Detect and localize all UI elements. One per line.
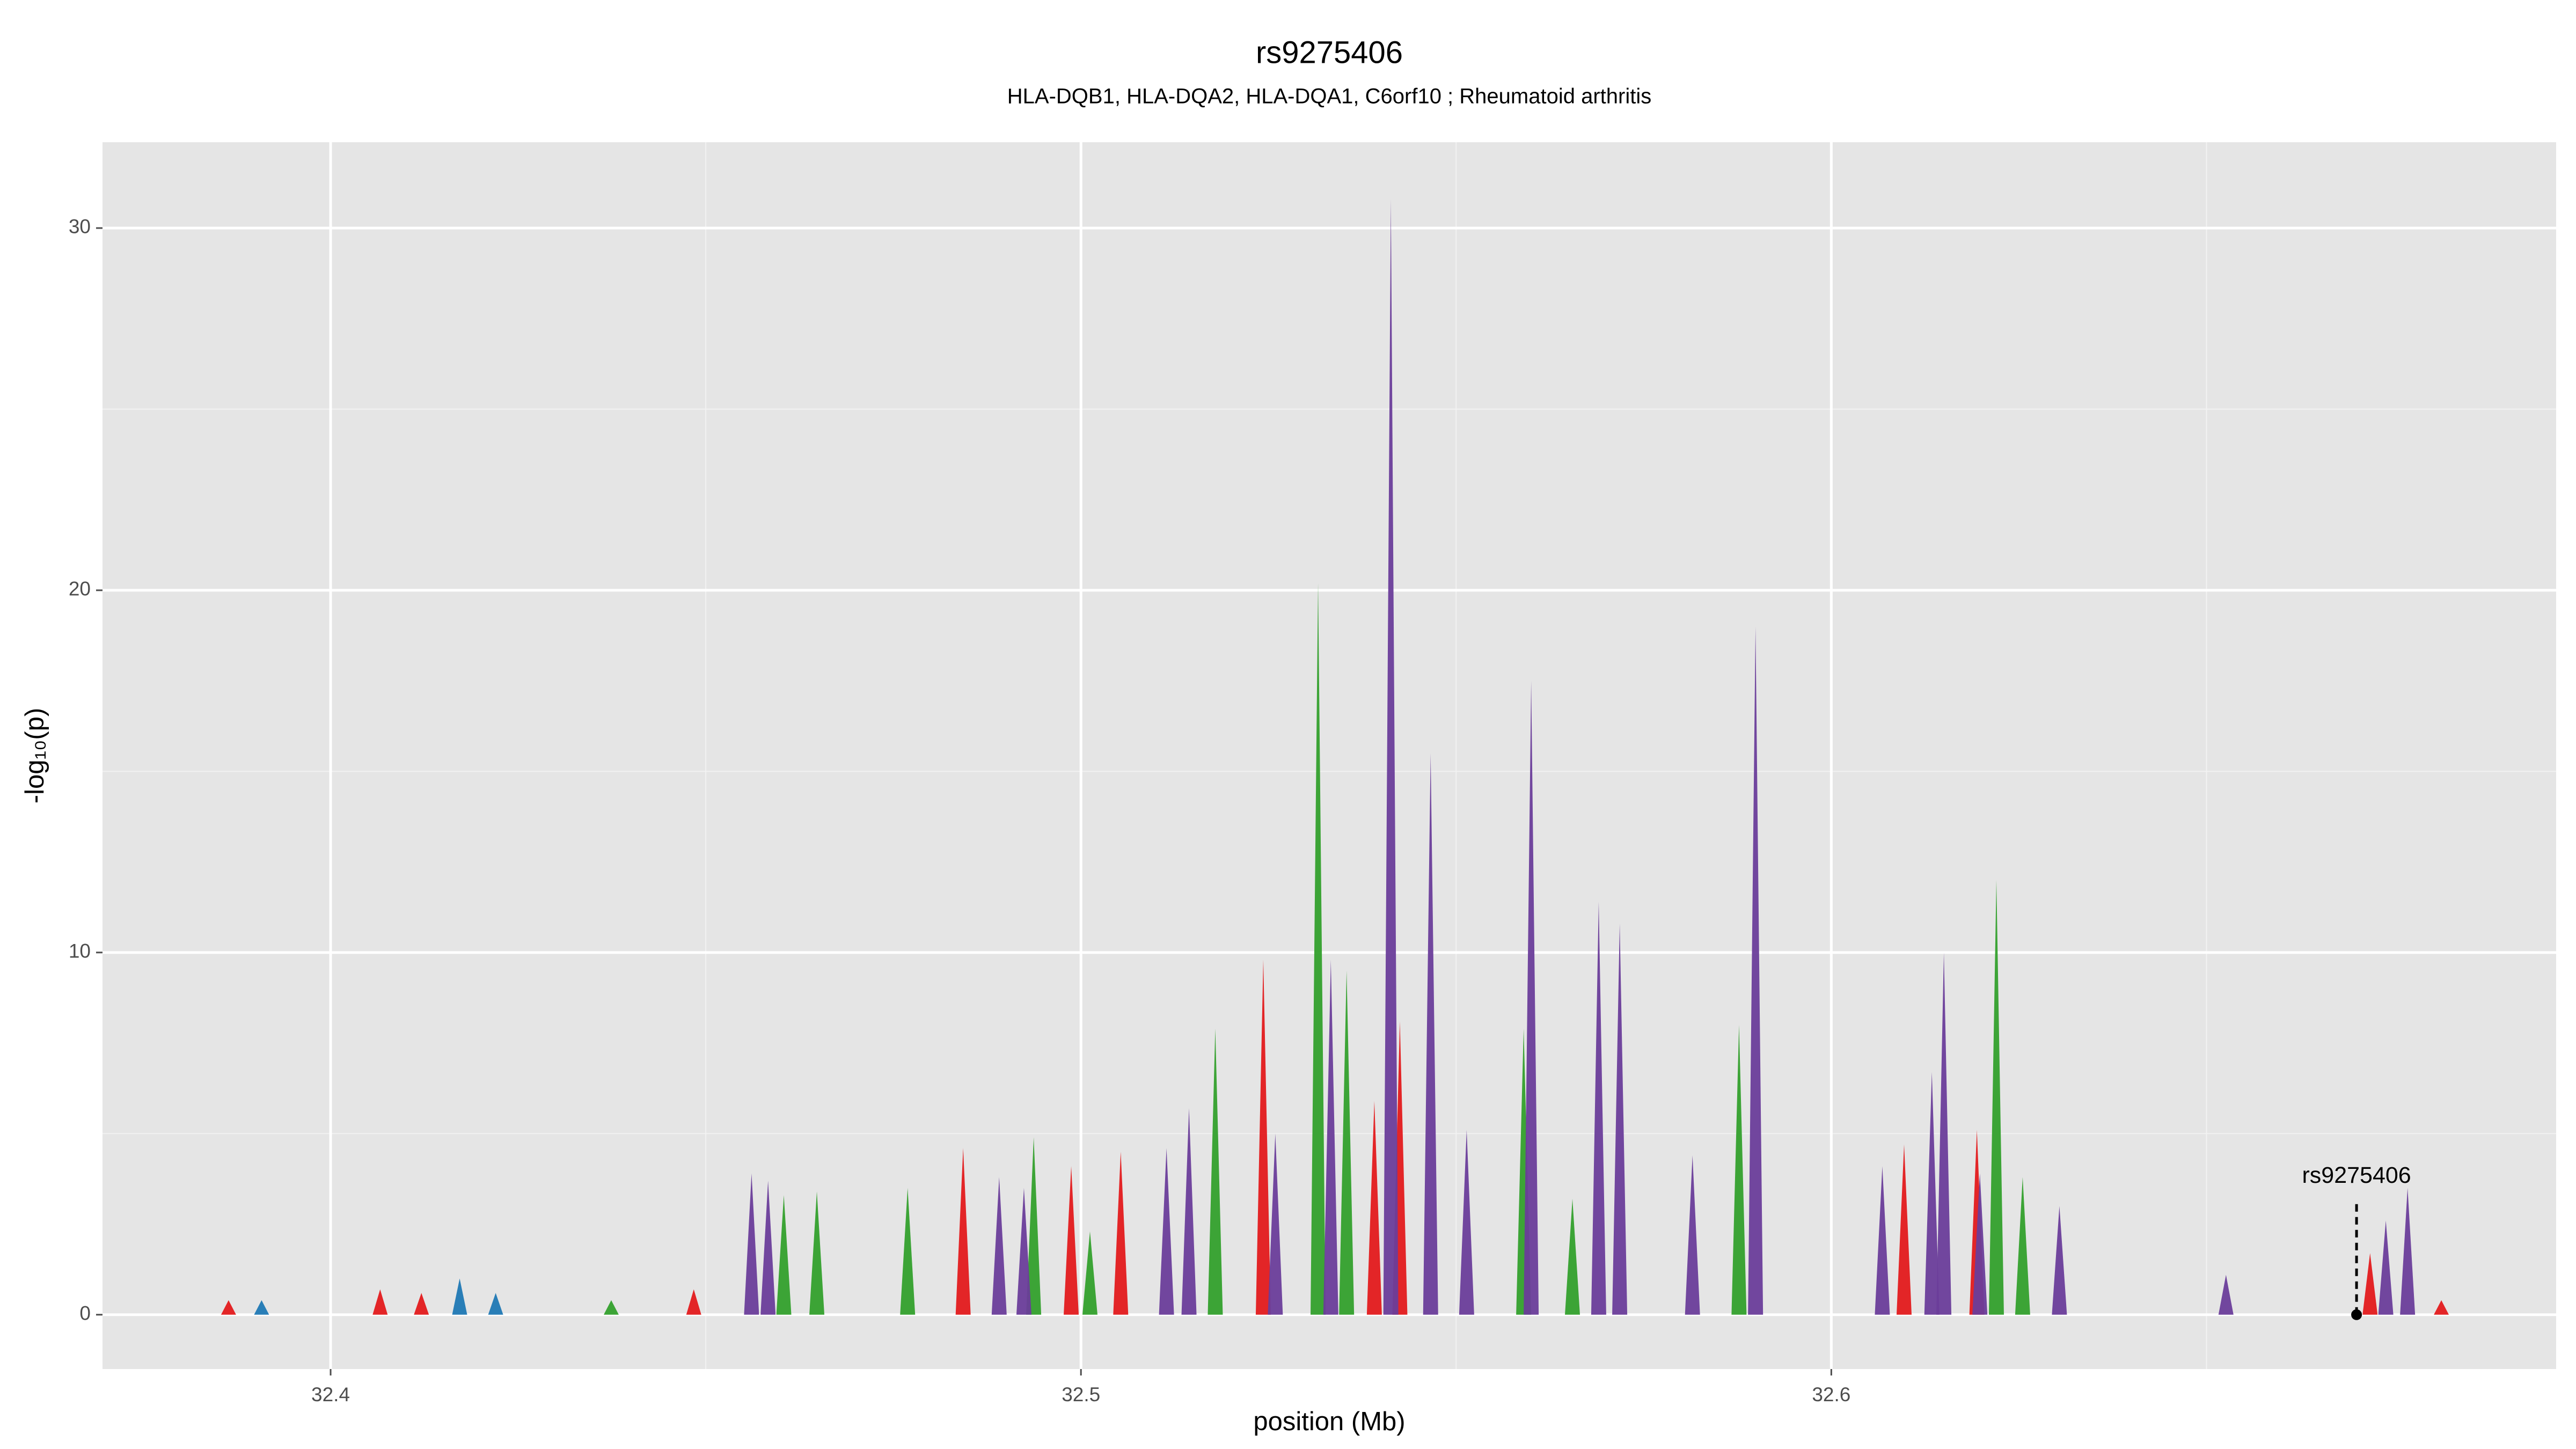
x-tick-label: 32.6 xyxy=(1812,1384,1850,1406)
x-tick-label: 32.4 xyxy=(311,1384,350,1406)
spike xyxy=(1936,952,1952,1315)
spike xyxy=(1311,583,1326,1315)
spike xyxy=(1988,880,2004,1315)
spike xyxy=(254,1300,269,1315)
spike xyxy=(2218,1275,2234,1315)
spike xyxy=(1731,1024,1747,1315)
spike xyxy=(809,1191,825,1315)
chart-title: rs9275406 xyxy=(1256,35,1403,70)
spike xyxy=(686,1289,701,1315)
y-tick-label: 20 xyxy=(69,578,91,600)
spike xyxy=(1748,626,1763,1315)
spike xyxy=(1612,923,1628,1315)
spike xyxy=(1339,970,1355,1315)
spike xyxy=(900,1188,916,1315)
spike xyxy=(1082,1231,1097,1315)
spike xyxy=(1383,199,1399,1315)
spike xyxy=(1323,960,1338,1315)
spike xyxy=(452,1278,467,1315)
spike xyxy=(1181,1108,1197,1315)
spike xyxy=(1875,1166,1890,1315)
spike xyxy=(1208,1028,1223,1315)
spike xyxy=(1366,1101,1382,1315)
spike xyxy=(776,1195,792,1315)
x-tick-label: 32.5 xyxy=(1062,1384,1100,1406)
spike xyxy=(760,1181,776,1315)
spike xyxy=(991,1177,1007,1315)
spike xyxy=(221,1300,236,1315)
spike xyxy=(1896,1144,1912,1315)
spike xyxy=(372,1289,388,1315)
spike xyxy=(2015,1177,2030,1315)
spike xyxy=(955,1148,971,1315)
spike xyxy=(2378,1220,2394,1315)
spike xyxy=(1268,1133,1283,1315)
spike xyxy=(414,1293,429,1315)
spike xyxy=(2400,1188,2416,1315)
spike xyxy=(1113,1152,1129,1315)
spike xyxy=(1972,1173,1988,1315)
spike xyxy=(1591,902,1606,1315)
y-tick-label: 30 xyxy=(69,216,91,238)
spike xyxy=(744,1173,759,1315)
y-tick-label: 10 xyxy=(69,940,91,962)
spike xyxy=(1459,1130,1474,1315)
spike xyxy=(1064,1166,1079,1315)
spike xyxy=(2362,1253,2378,1315)
spike xyxy=(2052,1206,2067,1315)
chart-subtitle: HLA-DQB1, HLA-DQA2, HLA-DQA1, C6orf10 ; … xyxy=(1007,85,1651,108)
spike xyxy=(1159,1148,1174,1315)
x-axis-label: position (Mb) xyxy=(1253,1407,1405,1436)
spike xyxy=(1026,1137,1042,1315)
spike xyxy=(488,1293,503,1315)
annotation-label: rs9275406 xyxy=(2302,1162,2411,1188)
spike xyxy=(1524,680,1539,1315)
spike xyxy=(1685,1155,1700,1315)
spike xyxy=(1255,960,1271,1315)
spike xyxy=(1924,1072,1940,1315)
y-axis-label: -log₁₀(p) xyxy=(20,708,49,803)
y-tick-label: 0 xyxy=(79,1302,91,1324)
spike xyxy=(1016,1188,1031,1315)
spike xyxy=(1565,1198,1580,1315)
spike xyxy=(2434,1300,2449,1315)
spike xyxy=(603,1300,619,1315)
spike xyxy=(1423,753,1438,1315)
annotation-point xyxy=(2351,1309,2362,1320)
